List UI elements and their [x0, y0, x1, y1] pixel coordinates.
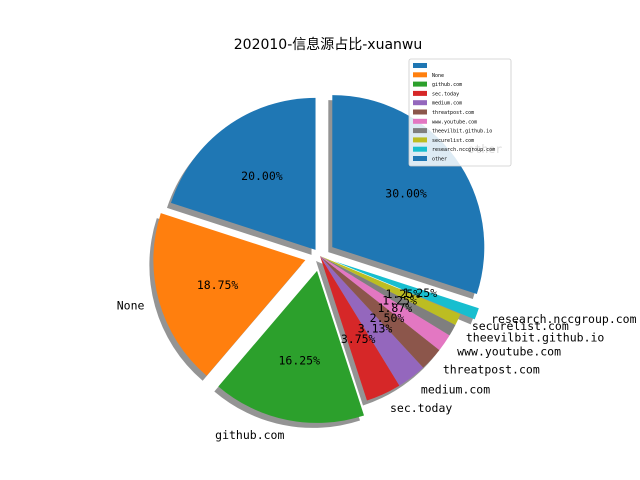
legend-label-www-youtube-com: www.youtube.com: [432, 119, 477, 125]
percent-labels: 20.00% 18.75% 16.25% 3.75%3.13%2.50%1.87%1.…: [197, 169, 437, 367]
percent-label-medium-com: 3.13%: [358, 322, 393, 336]
percent-label-github-com: 16.25%: [278, 353, 320, 367]
legend-label-other: other: [432, 157, 447, 163]
chart-title: 202010-信息源占比-xuanwu: [234, 36, 422, 53]
slice-medium-com: [320, 256, 424, 386]
slice-label-securelist-com: securelist.com: [472, 319, 569, 333]
percent-label-sec-today: 3.75%: [341, 332, 376, 346]
pie-slices: [153, 95, 485, 423]
slice-none: [153, 213, 306, 376]
slice-theevilbit-github-io: [320, 256, 456, 336]
slice-label-theevilbit-github-io: theevilbit.github.io: [466, 331, 605, 345]
slice-research-nccgroup-com: [334, 261, 479, 320]
percent-label-other: 30.00%: [385, 186, 427, 200]
legend-swatch-theevilbit-github-io: [413, 128, 427, 134]
slice-label-none: None: [117, 299, 145, 313]
legend-swatch-sec-today: [413, 90, 427, 96]
percent-label-research-nccgroup-com: 1.25%: [403, 286, 438, 300]
slice-label-medium-com: medium.com: [421, 382, 490, 396]
slice-label-research-nccgroup-com: research.nccgroup.com: [491, 312, 636, 326]
legend-swatch-none: [413, 72, 427, 78]
slice-github-com: [218, 270, 365, 423]
percent-label-threatpost-com: 2.50%: [370, 311, 405, 325]
percent-label-none: 18.75%: [197, 278, 239, 292]
legend-label-sec-today: sec.today: [432, 91, 459, 97]
legend-label-medium-com: medium.com: [432, 101, 462, 107]
legend-label-threatpost-com: threatpost.com: [432, 110, 474, 116]
slice-unlabeled: [170, 97, 316, 250]
legend-swatch-github-com: [413, 81, 427, 87]
legend-swatch-other: [413, 156, 427, 161]
slice-other: [332, 95, 485, 295]
slice-label-sec-today: sec.today: [390, 401, 452, 415]
legend-swatch-research-nccgroup-com: [413, 146, 427, 152]
legend-swatch-medium-com: [413, 100, 427, 106]
legend-label-research-nccgroup-com: research.nccgroup.com: [432, 147, 495, 153]
percent-label-www-youtube-com: 1.87%: [378, 301, 413, 315]
legend-swatch-securelist-com: [413, 137, 427, 143]
percent-label-securelist-com: 1.25%: [386, 287, 421, 301]
legend: None github.com sec.today medium.com threatp…: [408, 58, 512, 167]
slice-label-www-youtube-com: www.youtube.com: [457, 345, 561, 359]
percent-label-unlabeled: 20.00%: [241, 169, 283, 183]
slice-labels: None github.com sec.today medium.com threatp…: [117, 142, 637, 442]
legend-swatch-threatpost-com: [413, 109, 427, 115]
slice-label-threatpost-com: threatpost.com: [443, 362, 540, 376]
legend-label-github-com: github.com: [432, 82, 462, 88]
percent-label-theevilbit-github-io: 1.25%: [382, 294, 417, 308]
slice-threatpost-com: [320, 256, 440, 368]
legend-swatch-www-youtube-com: [413, 118, 427, 124]
slice-www-youtube-com: [320, 256, 450, 351]
slice-sec-today: [320, 256, 400, 401]
legend-label-theevilbit-github-io: theevilbit.github.io: [432, 129, 492, 135]
legend-swatch-unlabeled: [413, 63, 427, 68]
legend-label-none: None: [432, 73, 444, 79]
slice-securelist-com: [320, 256, 461, 326]
slice-label-github-com: github.com: [215, 428, 284, 442]
legend-box: [408, 58, 512, 167]
legend-label-securelist-com: securelist.com: [432, 138, 474, 144]
